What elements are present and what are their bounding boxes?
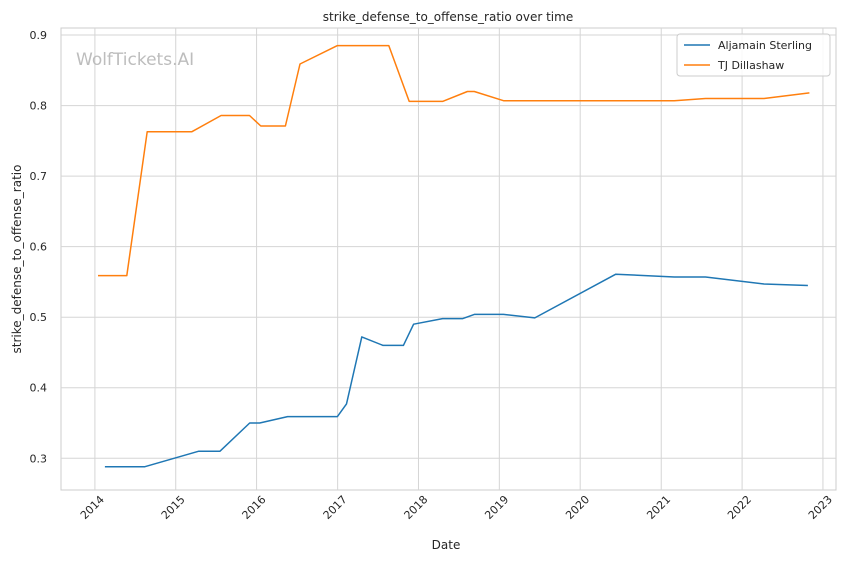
series-line-tj-dillashaw xyxy=(98,44,810,277)
watermark: WolfTickets.AI xyxy=(76,50,194,70)
x-tick-label: 2019 xyxy=(482,493,511,522)
y-tick-label: 0.4 xyxy=(30,382,48,395)
x-tick-label: 2018 xyxy=(402,493,431,522)
x-tick-label: 2014 xyxy=(78,493,107,522)
x-tick-label: 2021 xyxy=(644,493,673,522)
y-tick-label: 0.3 xyxy=(30,452,48,465)
x-tick-label: 2020 xyxy=(563,493,592,522)
grid xyxy=(61,28,836,490)
x-tick-label: 2022 xyxy=(725,493,754,522)
y-axis-title: strike_defense_to_offense_ratio xyxy=(10,165,24,354)
y-tick-label: 0.6 xyxy=(30,241,48,254)
y-tick-label: 0.7 xyxy=(30,170,48,183)
legend-box xyxy=(676,33,831,77)
x-axis-title: Date xyxy=(432,538,461,552)
x-tick-label: 2017 xyxy=(321,493,350,522)
x-tick-label: 2023 xyxy=(806,493,835,522)
y-tick-label: 0.9 xyxy=(30,29,48,42)
x-tick-label: 2016 xyxy=(240,493,269,522)
legend-label-aljamain-sterling: Aljamain Sterling xyxy=(718,39,812,52)
chart-title: strike_defense_to_offense_ratio over tim… xyxy=(323,10,573,24)
series-line-aljamain-sterling xyxy=(104,273,808,468)
legend-label-tj-dillashaw: TJ Dillashaw xyxy=(717,59,784,72)
series-lines xyxy=(98,44,810,468)
x-tick-label: 2015 xyxy=(159,493,188,522)
x-axis-ticks: 2014 2015 2016 2017 2018 2019 2020 2021 2022 2023 xyxy=(78,493,835,522)
y-tick-label: 0.5 xyxy=(30,311,48,324)
plot-area xyxy=(60,27,837,491)
y-axis-ticks: 0.3 0.4 0.5 0.6 0.7 0.8 0.9 xyxy=(30,29,48,465)
y-tick-label: 0.8 xyxy=(30,100,48,113)
legend: Aljamain Sterling TJ Dillashaw xyxy=(676,33,831,77)
